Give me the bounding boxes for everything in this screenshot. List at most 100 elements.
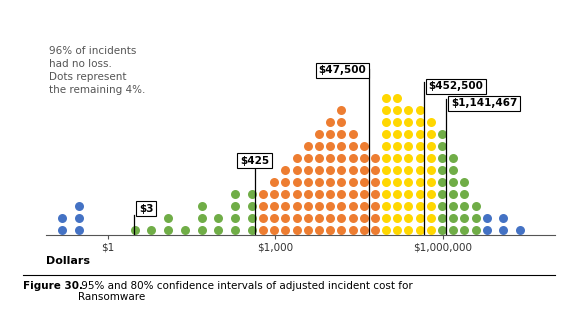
Point <box>471 216 480 221</box>
Point <box>258 192 268 197</box>
Point <box>314 168 324 173</box>
Point <box>471 204 480 209</box>
Point <box>381 120 391 125</box>
Point <box>231 228 240 233</box>
Point <box>381 132 391 137</box>
Point <box>325 216 335 221</box>
Point <box>303 228 313 233</box>
Point <box>449 180 458 185</box>
Point <box>392 192 402 197</box>
Point <box>359 180 368 185</box>
Point <box>164 228 173 233</box>
Point <box>370 168 380 173</box>
Point <box>325 168 335 173</box>
Point <box>231 204 240 209</box>
Point <box>348 216 357 221</box>
Point <box>147 228 156 233</box>
Point <box>404 192 413 197</box>
Point <box>303 144 313 149</box>
Text: $425: $425 <box>240 156 269 166</box>
Point <box>449 204 458 209</box>
Point <box>392 168 402 173</box>
Point <box>74 204 83 209</box>
Point <box>270 216 279 221</box>
Point <box>460 192 469 197</box>
Point <box>426 192 435 197</box>
Point <box>415 216 424 221</box>
Point <box>348 180 357 185</box>
Point <box>370 156 380 161</box>
Point <box>247 216 257 221</box>
Point <box>270 228 279 233</box>
Text: 96% of incidents
had no loss.
Dots represent
the remaining 4%.: 96% of incidents had no loss. Dots repre… <box>49 46 146 95</box>
Point <box>303 180 313 185</box>
Point <box>281 180 290 185</box>
Point <box>499 228 508 233</box>
Point <box>337 180 346 185</box>
Point <box>438 180 447 185</box>
Point <box>270 204 279 209</box>
Point <box>392 96 402 101</box>
Point <box>392 108 402 113</box>
Point <box>482 216 491 221</box>
Point <box>516 228 525 233</box>
Point <box>337 216 346 221</box>
Point <box>381 168 391 173</box>
Point <box>303 216 313 221</box>
Point <box>392 132 402 137</box>
Point <box>314 132 324 137</box>
Point <box>348 132 357 137</box>
Point <box>337 192 346 197</box>
Point <box>426 156 435 161</box>
Point <box>426 204 435 209</box>
Point <box>415 204 424 209</box>
Point <box>292 168 301 173</box>
Point <box>438 156 447 161</box>
Point <box>471 228 480 233</box>
Point <box>292 156 301 161</box>
Point <box>214 228 223 233</box>
Point <box>426 228 435 233</box>
Point <box>325 144 335 149</box>
Point <box>247 192 257 197</box>
Point <box>415 144 424 149</box>
Point <box>214 216 223 221</box>
Point <box>415 228 424 233</box>
Point <box>325 180 335 185</box>
Point <box>392 216 402 221</box>
Point <box>438 132 447 137</box>
Point <box>314 204 324 209</box>
Point <box>438 144 447 149</box>
Point <box>281 204 290 209</box>
Point <box>438 168 447 173</box>
Point <box>74 228 83 233</box>
Point <box>381 180 391 185</box>
Point <box>449 156 458 161</box>
Point <box>247 228 257 233</box>
Text: $3: $3 <box>139 204 153 214</box>
Point <box>57 216 66 221</box>
Point <box>381 216 391 221</box>
Point <box>314 156 324 161</box>
Point <box>381 144 391 149</box>
Point <box>449 192 458 197</box>
Point <box>415 192 424 197</box>
Text: $452,500: $452,500 <box>428 81 483 91</box>
Text: Figure 30.: Figure 30. <box>23 281 83 291</box>
Point <box>359 168 368 173</box>
Point <box>197 204 206 209</box>
Point <box>247 204 257 209</box>
Point <box>370 204 380 209</box>
Point <box>415 108 424 113</box>
Point <box>359 144 368 149</box>
Point <box>438 216 447 221</box>
Point <box>449 216 458 221</box>
Point <box>404 216 413 221</box>
Point <box>258 216 268 221</box>
Point <box>415 156 424 161</box>
Text: $47,500: $47,500 <box>318 65 366 75</box>
Point <box>292 228 301 233</box>
Point <box>314 180 324 185</box>
Point <box>231 192 240 197</box>
Point <box>292 192 301 197</box>
